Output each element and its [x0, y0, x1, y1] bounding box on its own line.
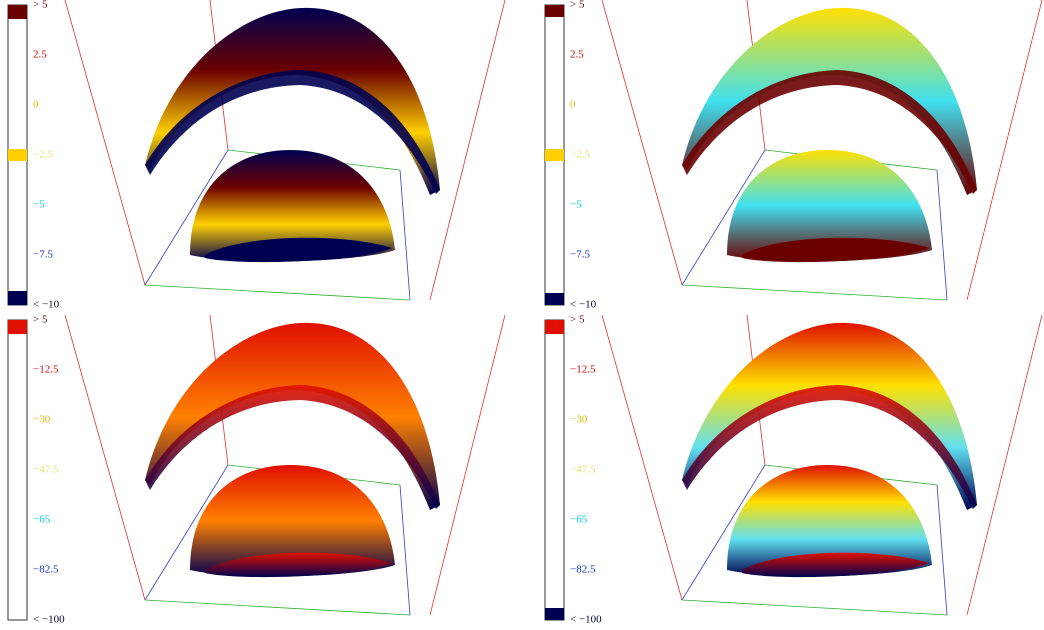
colorbar-tick-label: < −10 — [33, 299, 60, 311]
colorbar-tick-label: < −10 — [570, 299, 597, 311]
panel: > 5 2.5 0 −2.5 −5 −7.5 < −10 — [0, 0, 522, 315]
axis-line — [937, 170, 947, 300]
axis-line — [430, 315, 505, 615]
colorbar-tick-label: > 5 — [570, 315, 585, 326]
colorbar-frame — [8, 320, 27, 620]
axis-line — [682, 600, 947, 615]
colorbar-tick-label: −2.5 — [570, 149, 590, 161]
colorbar-tick-label: 2.5 — [33, 49, 47, 61]
colorbar-tick-label: −12.5 — [33, 364, 59, 376]
colorbar-tick-label: −82.5 — [570, 564, 596, 576]
colorbar-tick-label: < −100 — [33, 614, 65, 626]
colorbar-tick-label: −65 — [570, 514, 588, 526]
colorbar-tick-label: > 5 — [33, 315, 48, 326]
histogram-bar — [545, 320, 564, 334]
colorbar-tick-label: < −100 — [570, 614, 602, 626]
histogram-bar — [545, 608, 564, 620]
axis-line — [602, 0, 682, 285]
panel: > 5 −12.5 −30 −47.5 −65 −82.5 < −100 — [0, 315, 522, 630]
colorbar-tick-label: −5 — [33, 199, 45, 211]
colorbar-tick-label: −47.5 — [570, 464, 596, 476]
colorbar-tick-label: −2.5 — [33, 149, 53, 161]
colorbar-tick-label: −7.5 — [570, 249, 590, 261]
colorbar-tick-label: −82.5 — [33, 564, 59, 576]
colorbar-tick-label: −7.5 — [33, 249, 53, 261]
colorbar-tick-label: −65 — [33, 514, 51, 526]
colorbar-tick-label: −47.5 — [33, 464, 59, 476]
axis-line — [145, 600, 410, 615]
axis-line — [65, 315, 145, 600]
colorbar-tick-label: 2.5 — [570, 49, 584, 61]
axis-line — [400, 485, 410, 615]
histogram-bar — [8, 149, 27, 161]
colorbar-tick-label: > 5 — [33, 0, 48, 11]
histogram-bar — [8, 320, 27, 334]
axis-line — [145, 285, 410, 300]
axis-line — [682, 285, 947, 300]
axis-line — [400, 170, 410, 300]
histogram-bar — [8, 5, 27, 19]
panel: > 5 −12.5 −30 −47.5 −65 −82.5 < −100 — [537, 315, 1044, 630]
axis-line — [602, 315, 682, 600]
colorbar-tick-label: −30 — [33, 414, 51, 426]
axis-line — [967, 0, 1042, 300]
axis-line — [967, 315, 1042, 615]
histogram-bar — [545, 149, 564, 161]
axis-line — [65, 0, 145, 285]
colorbar-tick-label: −30 — [570, 414, 588, 426]
axis-line — [430, 0, 505, 300]
colorbar-frame — [545, 320, 564, 620]
histogram-bar — [545, 293, 564, 305]
colorbar-tick-label: 0 — [33, 99, 39, 111]
figure: > 5 2.5 0 −2.5 −5 −7.5 < −10 > 5 2.5 0 −2.5 −5 −7.5 <… — [0, 0, 1044, 630]
colorbar-tick-label: 0 — [570, 99, 576, 111]
axis-line — [937, 485, 947, 615]
colorbar-tick-label: −12.5 — [570, 364, 596, 376]
histogram-bar — [545, 5, 564, 17]
colorbar-tick-label: −5 — [570, 199, 582, 211]
histogram-bar — [8, 291, 27, 305]
panel: > 5 2.5 0 −2.5 −5 −7.5 < −10 — [537, 0, 1044, 315]
colorbar-tick-label: > 5 — [570, 0, 585, 11]
